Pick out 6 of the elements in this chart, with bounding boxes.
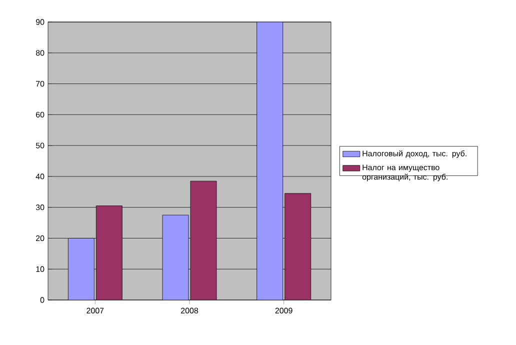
bar [162, 214, 189, 300]
bar [96, 206, 122, 300]
bar [256, 22, 284, 300]
bar [284, 193, 312, 300]
bar [190, 180, 217, 300]
bar [68, 238, 94, 300]
